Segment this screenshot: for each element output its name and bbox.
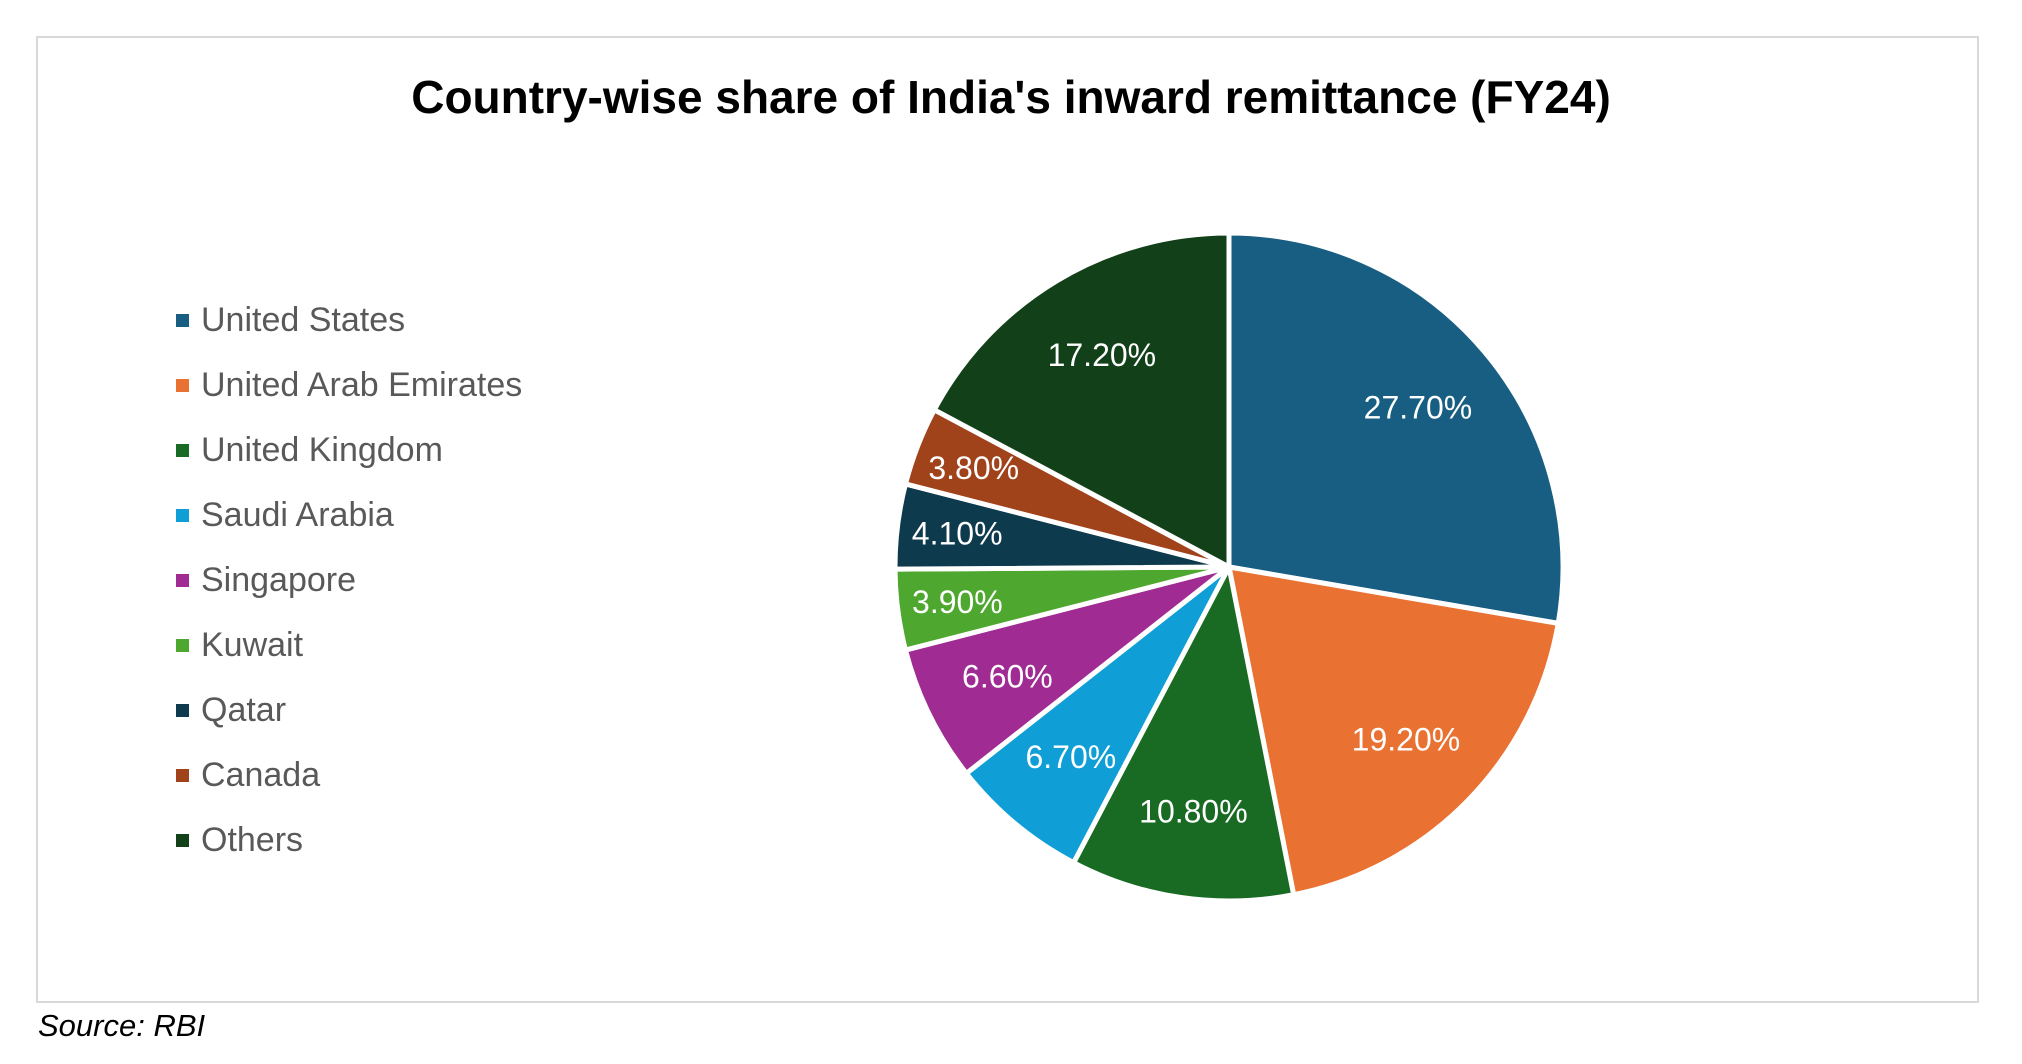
- legend-label: Kuwait: [201, 626, 304, 664]
- pie-slice-united-arab-emirates: [1226, 564, 1561, 898]
- data-label: 10.80%: [1139, 794, 1248, 830]
- legend-swatch: [176, 509, 189, 522]
- legend-swatch: [176, 639, 189, 652]
- legend-item: Canada: [176, 743, 522, 808]
- legend-swatch: [176, 444, 189, 457]
- pie-slice-united-states: [1226, 230, 1566, 626]
- data-label: 3.90%: [912, 584, 1003, 620]
- legend-label: Qatar: [201, 691, 287, 729]
- legend-swatch: [176, 769, 189, 782]
- legend-item: Saudi Arabia: [176, 483, 522, 548]
- legend-swatch: [176, 704, 189, 717]
- data-label: 27.70%: [1364, 390, 1473, 426]
- legend-item: Others: [176, 808, 522, 873]
- legend-item: United Kingdom: [176, 418, 522, 483]
- data-label: 6.70%: [1025, 739, 1116, 775]
- legend-item: Kuwait: [176, 613, 522, 678]
- data-label: 4.10%: [912, 516, 1003, 552]
- source-note: Source: RBI: [38, 1008, 206, 1043]
- chart-title: Country-wise share of India's inward rem…: [411, 71, 1611, 123]
- pie-slice-singapore: [902, 564, 1232, 776]
- legend-swatch: [176, 574, 189, 587]
- data-label: 19.20%: [1352, 722, 1461, 758]
- legend-swatch: [176, 379, 189, 392]
- legend-item: United Arab Emirates: [176, 353, 522, 418]
- legend-item: Qatar: [176, 678, 522, 743]
- legend-label: Others: [201, 821, 304, 859]
- data-label: 3.80%: [928, 450, 1019, 486]
- pie-slice-united-kingdom: [1071, 564, 1297, 904]
- legend: United States United Arab Emirates United …: [176, 288, 522, 873]
- pie-slice-others: [931, 230, 1232, 570]
- legend-swatch: [176, 834, 189, 847]
- chart-frame: [36, 36, 1979, 1003]
- data-label: 17.20%: [1048, 337, 1157, 373]
- legend-label: United Kingdom: [201, 431, 443, 469]
- pie-slice-saudi-arabia: [963, 564, 1232, 866]
- legend-item: Singapore: [176, 548, 522, 613]
- data-label: 6.60%: [962, 658, 1053, 694]
- legend-label: United States: [201, 301, 406, 339]
- legend-swatch: [176, 314, 189, 327]
- legend-item: United States: [176, 288, 522, 353]
- legend-label: Saudi Arabia: [201, 496, 394, 534]
- legend-label: United Arab Emirates: [201, 366, 523, 404]
- legend-label: Singapore: [201, 561, 357, 599]
- legend-label: Canada: [201, 756, 321, 794]
